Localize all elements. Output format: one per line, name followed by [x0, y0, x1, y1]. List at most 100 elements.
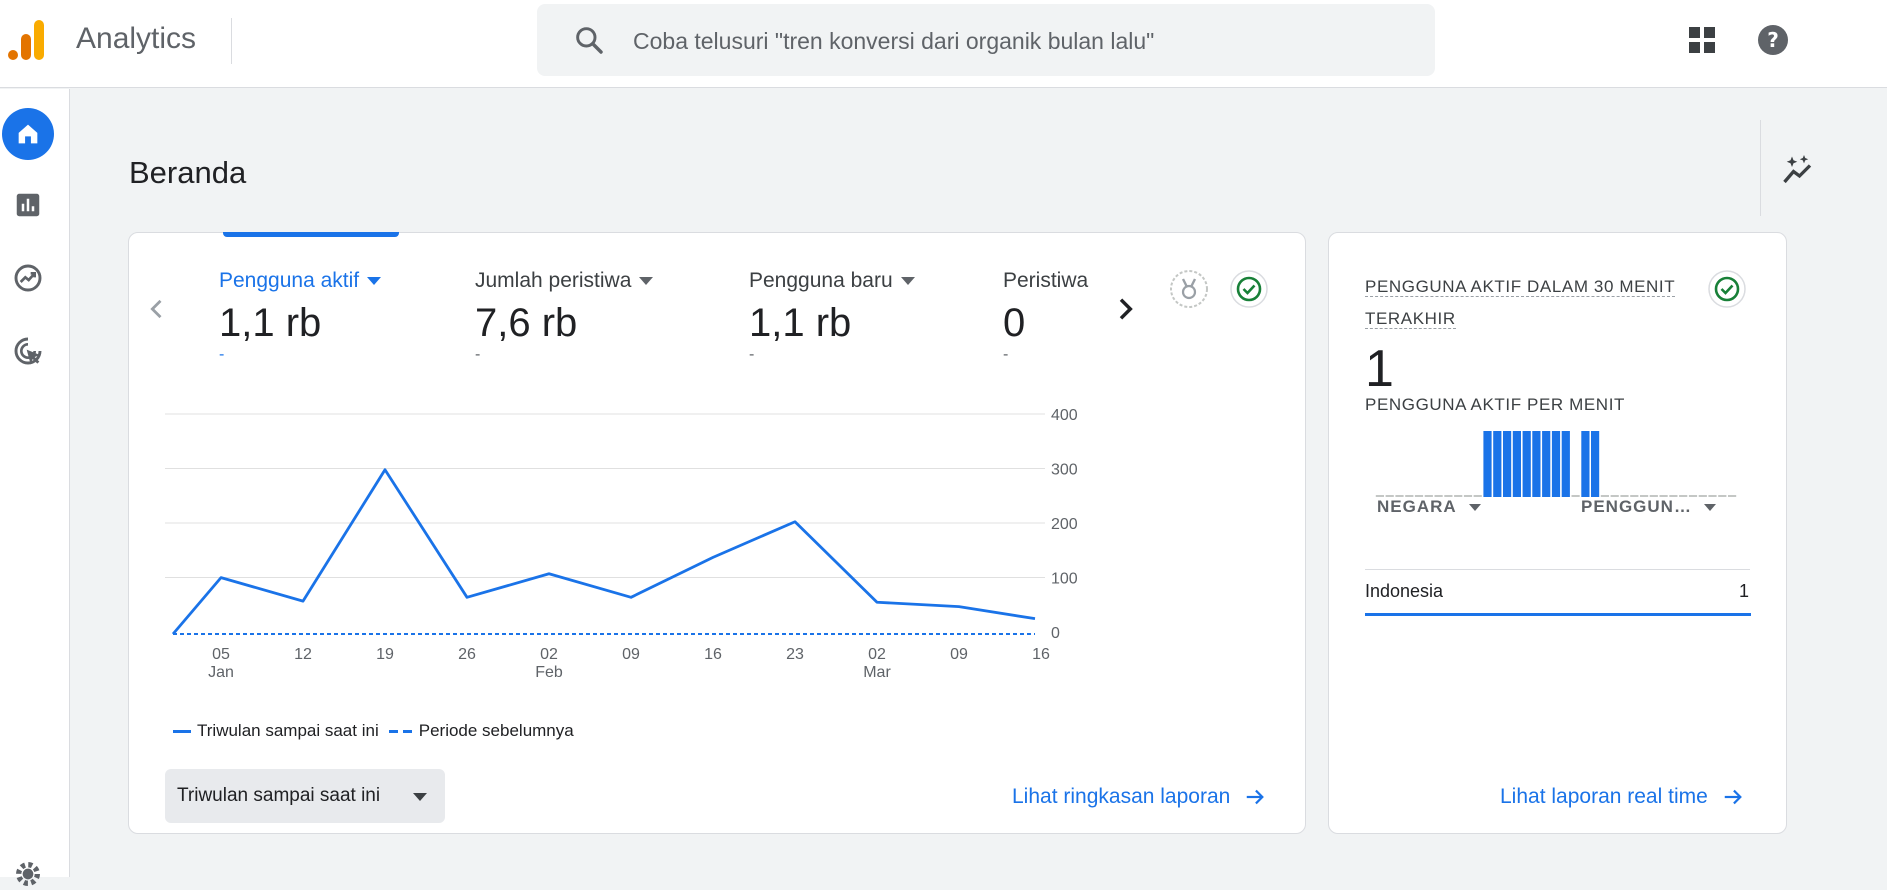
nav-advertising[interactable]	[2, 325, 54, 377]
per-minute-bar	[1434, 495, 1443, 497]
y-tick-label: 300	[1051, 462, 1078, 479]
caret-down-icon	[413, 793, 427, 801]
search-placeholder[interactable]: Coba telusuri "tren konversi dari organi…	[633, 28, 1155, 54]
column-users-label: PENGGUN…	[1581, 497, 1692, 516]
check-circle-icon[interactable]	[1229, 269, 1269, 309]
view-report-summary-text: Lihat ringkasan laporan	[1012, 785, 1231, 808]
metric-label-text: Peristiwa	[1003, 269, 1089, 292]
caret-down-icon	[367, 277, 382, 285]
per-minute-bar	[1444, 495, 1453, 497]
per-minute-bar	[1532, 431, 1541, 497]
home-icon	[18, 124, 38, 144]
arrow-right-icon	[1724, 789, 1742, 805]
apps-grid-icon[interactable]	[1688, 26, 1716, 54]
metric-value: 1,1 rb	[219, 301, 322, 345]
per-minute-bar	[1473, 495, 1482, 497]
realtime-title[interactable]: PENGGUNA AKTIF DALAM 30 MENIT TERAKHIR	[1365, 271, 1695, 335]
y-tick-label: 100	[1051, 571, 1078, 588]
insights-sparkle-icon[interactable]	[1780, 152, 1816, 188]
metric-label-text: Jumlah peristiwa	[475, 269, 632, 292]
caret-down-icon	[900, 277, 915, 285]
y-tick-label: 200	[1051, 516, 1078, 533]
metric-active-users[interactable]: Pengguna aktif 1,1 rb -	[219, 269, 382, 364]
nav-explore[interactable]	[2, 252, 54, 304]
legend-dashed-swatch	[388, 729, 413, 733]
app-title: Analytics	[76, 22, 197, 55]
x-tick-label: 19	[376, 646, 394, 663]
date-range-select[interactable]: Triwulan sampai saat ini	[165, 769, 445, 823]
per-minute-bar	[1571, 495, 1580, 497]
per-minute-bar	[1728, 495, 1737, 497]
selected-metric-indicator	[223, 232, 399, 237]
view-realtime-report-text: Lihat laporan real time	[1500, 785, 1708, 808]
explore-trend-icon	[14, 264, 42, 292]
legend-solid-swatch	[173, 729, 191, 733]
svg-text:?: ?	[1767, 28, 1779, 52]
y-tick-label: 0	[1051, 625, 1060, 642]
column-users[interactable]: PENGGUN…	[1581, 497, 1716, 517]
metric-delta: -	[219, 346, 225, 363]
series-line-current	[171, 468, 1036, 635]
per-minute-bar	[1375, 495, 1384, 497]
metric-delta: -	[475, 346, 481, 363]
metric-label-text: Pengguna baru	[749, 269, 893, 292]
caret-down-icon	[1468, 503, 1481, 511]
y-tick-label: 400	[1051, 407, 1078, 424]
column-country-label: NEGARA	[1377, 497, 1457, 516]
legend-current: Triwulan sampai saat ini	[197, 721, 379, 740]
metric-label[interactable]: Pengguna aktif	[219, 269, 382, 293]
per-minute-bar	[1512, 431, 1521, 497]
realtime-user-count: 1	[1365, 340, 1394, 398]
per-minute-bar	[1630, 495, 1639, 497]
per-minute-bar-chart	[1375, 431, 1737, 497]
x-tick-month: Jan	[208, 664, 234, 681]
chart-legend: Triwulan sampai saat ini Periode sebelum…	[173, 721, 574, 741]
check-circle-icon[interactable]	[1707, 269, 1747, 309]
settings-gear-icon[interactable]	[12, 858, 44, 890]
legend-previous: Periode sebelumnya	[418, 721, 574, 740]
search-box[interactable]: Coba telusuri "tren konversi dari organi…	[537, 4, 1435, 76]
metric-event-count[interactable]: Jumlah peristiwa 7,6 rb -	[475, 269, 654, 364]
metric-label[interactable]: Peristiwa	[1003, 269, 1088, 293]
metric-label[interactable]: Jumlah peristiwa	[475, 269, 654, 293]
per-minute-bar	[1708, 495, 1717, 497]
row-value-bar	[1365, 613, 1751, 616]
metric-value: 0	[1003, 301, 1026, 345]
metric-delta: -	[1003, 346, 1009, 363]
chevron-left-icon[interactable]	[143, 295, 171, 323]
analytics-logo-icon[interactable]	[6, 18, 48, 62]
per-minute-bar	[1454, 495, 1463, 497]
bar-chart-icon	[16, 193, 40, 217]
per-minute-bar	[1414, 495, 1424, 497]
column-country[interactable]: NEGARA	[1377, 497, 1481, 517]
table-row-value: 1	[1739, 581, 1750, 601]
view-report-summary-link[interactable]: Lihat ringkasan laporan	[1012, 785, 1266, 809]
metric-events[interactable]: Peristiwa 0 -	[1003, 269, 1088, 364]
per-minute-bar	[1591, 431, 1600, 497]
table-row-country: Indonesia	[1365, 581, 1444, 601]
per-minute-bar	[1483, 431, 1492, 497]
nav-home[interactable]	[2, 108, 54, 160]
chevron-right-icon[interactable]	[1109, 293, 1141, 325]
per-minute-bar	[1385, 495, 1394, 497]
top-bar: Analytics Coba telusuri "tren konversi d…	[0, 0, 1887, 88]
view-realtime-report-link[interactable]: Lihat laporan real time	[1500, 785, 1744, 809]
search-icon	[576, 27, 603, 54]
x-tick-label: 05	[212, 646, 230, 663]
nav-reports[interactable]	[2, 179, 54, 231]
x-tick-label: 12	[294, 646, 312, 663]
per-minute-bar	[1649, 495, 1658, 497]
realtime-card: PENGGUNA AKTIF DALAM 30 MENIT TERAKHIR 1…	[1328, 232, 1787, 834]
per-minute-bar	[1718, 495, 1727, 497]
metric-new-users[interactable]: Pengguna baru 1,1 rb -	[749, 269, 915, 364]
help-icon[interactable]: ?	[1757, 24, 1789, 56]
per-minute-bar	[1561, 431, 1570, 497]
medal-badge-icon[interactable]	[1169, 269, 1209, 309]
overview-card: Pengguna aktif 1,1 rb - Jumlah peristiwa…	[128, 232, 1306, 834]
metric-delta: -	[749, 346, 755, 363]
realtime-title-line2: TERAKHIR	[1365, 309, 1456, 329]
metric-label[interactable]: Pengguna baru	[749, 269, 915, 293]
per-minute-bar	[1620, 495, 1629, 497]
per-minute-bar	[1503, 431, 1512, 497]
